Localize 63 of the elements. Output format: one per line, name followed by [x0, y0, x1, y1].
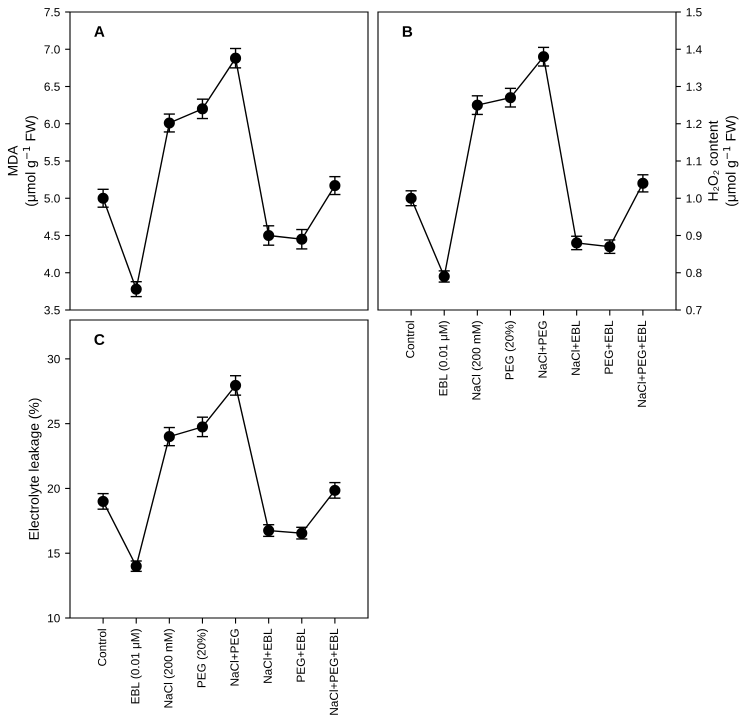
point — [263, 230, 274, 242]
x-tick-label: EBL (0.01 μM) — [130, 629, 142, 704]
y-tick-label: 5.5 — [44, 157, 60, 166]
x-tick-label: Control — [98, 629, 106, 666]
point — [406, 192, 417, 204]
annotation: B — [402, 26, 412, 37]
x-tick-label: NaCl+PEG — [538, 321, 547, 378]
y2-axis-title: H₂O₂ content (μmol g$^{−1}$ FW) — [708, 116, 738, 206]
y-tick-label: 20 — [48, 484, 60, 493]
x-tick-label: NaCl+PEG — [230, 629, 239, 686]
x-tick-label: PEG+EBL — [296, 628, 305, 682]
point — [164, 117, 175, 129]
y-tick-label: 4.0 — [44, 268, 60, 278]
point — [164, 431, 175, 442]
y-tick-label: 7.0 — [44, 45, 60, 54]
point — [472, 100, 483, 111]
y2-tick-label: 1.4 — [686, 45, 702, 54]
x-tick-label: NaCl+EBL — [571, 320, 580, 375]
point — [98, 192, 109, 204]
annotation: A — [94, 26, 104, 37]
y-tick-label: 6.0 — [44, 120, 60, 128]
point — [637, 178, 648, 189]
y2-tick-label: 1.3 — [686, 82, 702, 91]
point — [296, 234, 308, 245]
y2-tick-label: 1.0 — [686, 194, 702, 203]
x-tick-label: NaCl+EBL — [263, 628, 272, 683]
y-tick-label: 3.5 — [44, 306, 60, 314]
point — [504, 92, 516, 104]
point — [538, 51, 550, 62]
y-tick-label: 7.5 — [44, 8, 60, 16]
y-axis-title: Electrolyte leakage (%) — [28, 398, 42, 540]
x-tick-label: PEG (20%) — [504, 321, 516, 380]
y-tick-label: 10 — [48, 614, 60, 622]
point — [196, 421, 208, 432]
point — [329, 484, 340, 496]
x-tick-label: NaCl+PEG+EBL — [637, 320, 646, 407]
x-tick-label: EBL (0.01 μM) — [438, 321, 450, 396]
point — [196, 103, 208, 114]
y-tick-label: 15 — [48, 549, 60, 558]
y-tick-label: 25 — [48, 420, 60, 428]
x-tick-label: PEG (20%) — [196, 629, 208, 688]
y-tick-label: 4.5 — [44, 232, 60, 240]
y2-tick-label: 1.1 — [686, 157, 702, 166]
y-axis-title: MDA (μmol g$^{−1}$ FW) — [8, 116, 38, 206]
y-tick-label: 30 — [48, 354, 60, 364]
y2-tick-label: 0.8 — [686, 268, 702, 278]
annotation: C — [94, 334, 104, 345]
point — [230, 380, 242, 391]
point — [329, 180, 340, 192]
y2-tick-label: 1.5 — [686, 8, 702, 16]
point — [98, 496, 109, 507]
point — [130, 284, 142, 295]
y2-tick-label: 0.9 — [686, 232, 702, 240]
x-tick-label: Control — [406, 321, 414, 358]
x-tick-label: NaCl (200 mM) — [164, 629, 175, 708]
point — [230, 52, 242, 64]
y-tick-label: 6.5 — [44, 82, 60, 91]
y2-tick-label: 1.2 — [686, 120, 702, 128]
y-tick-label: 5.0 — [44, 194, 60, 203]
y2-tick-label: 0.7 — [686, 306, 702, 314]
x-tick-label: PEG+EBL — [604, 320, 613, 374]
x-tick-label: NaCl (200 mM) — [472, 321, 483, 400]
x-tick-label: NaCl+PEG+EBL — [329, 628, 338, 715]
